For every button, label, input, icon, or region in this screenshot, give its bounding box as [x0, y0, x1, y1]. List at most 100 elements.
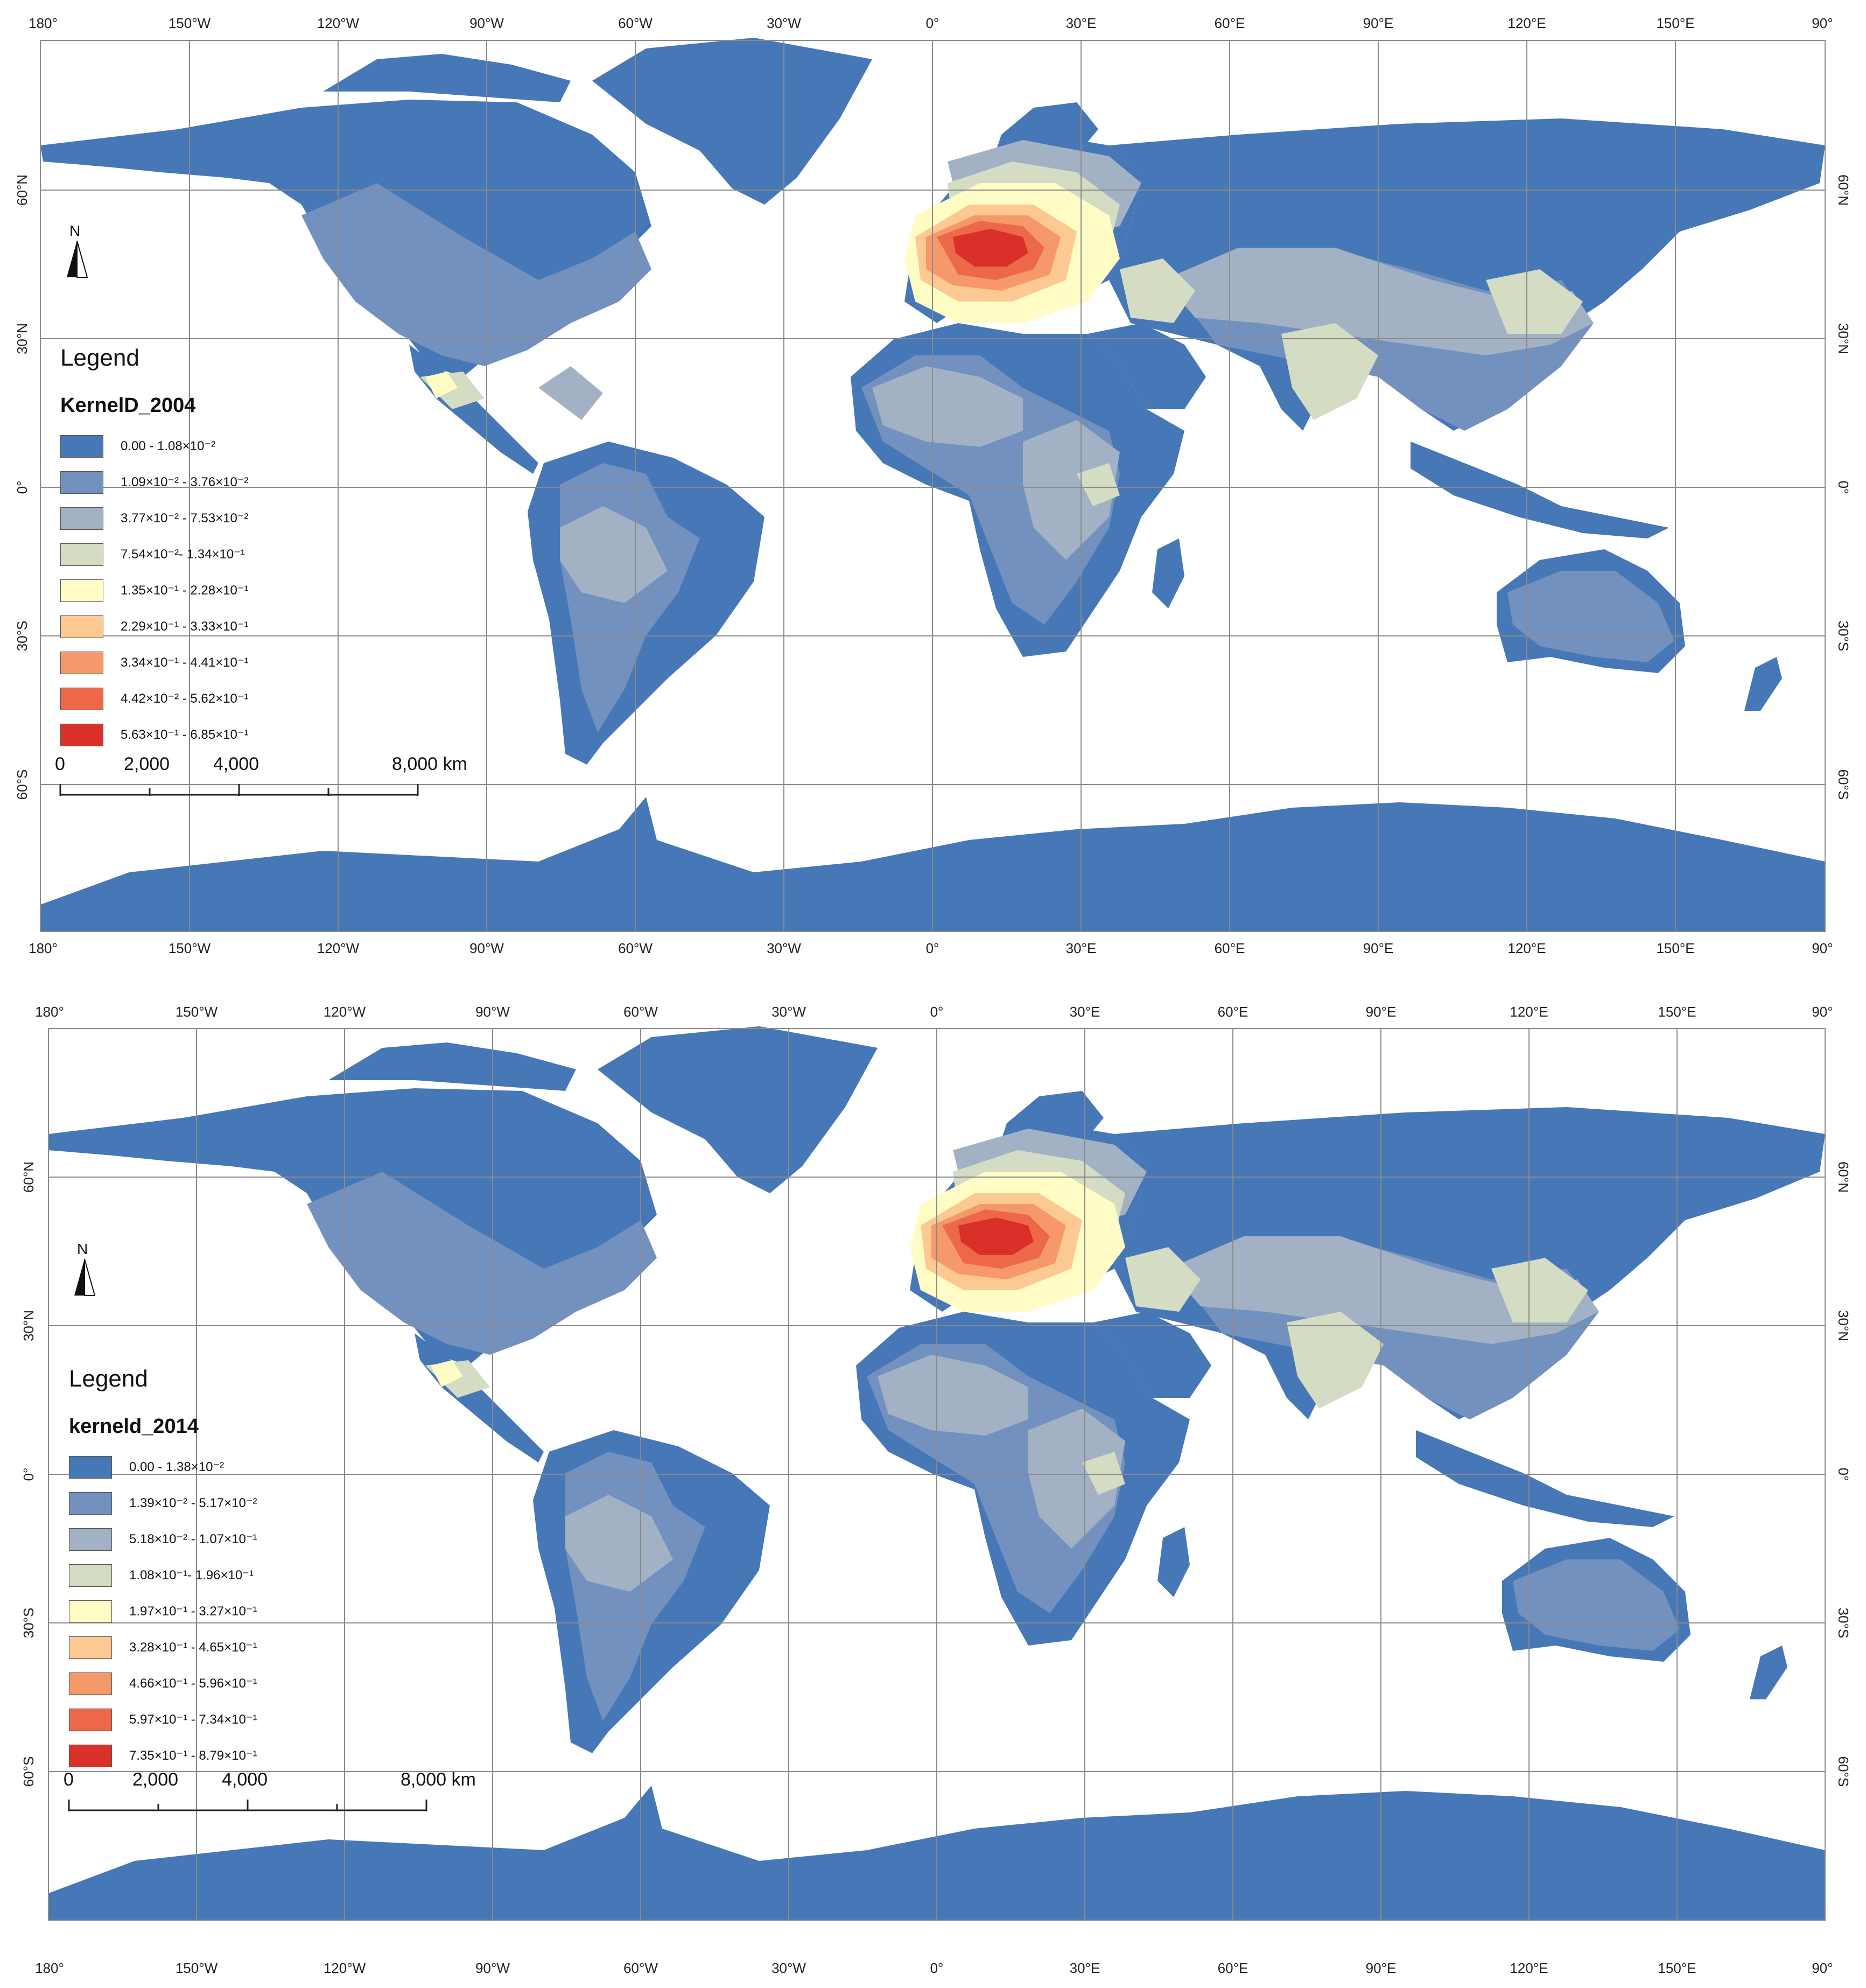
density-class-2: [307, 1172, 657, 1355]
lon-label: 60°W: [618, 15, 653, 31]
density-class-9: [958, 1217, 1034, 1255]
legend-title: Legend: [60, 345, 139, 371]
southeast-asia-islands: [1411, 442, 1669, 538]
lon-label: 60°E: [1218, 1004, 1248, 1020]
legend-range: 1.97×10⁻¹ - 3.27×10⁻¹: [129, 1604, 257, 1619]
legend-range: 5.97×10⁻¹ - 7.34×10⁻¹: [129, 1712, 257, 1727]
legend-swatch: [69, 1456, 112, 1479]
lon-label: 90°: [1812, 940, 1833, 956]
lat-label: 60°N: [1835, 1161, 1851, 1193]
lat-label: 0°: [14, 481, 30, 494]
japan: [1599, 1182, 1664, 1269]
legend-range: 0.00 - 1.08×10⁻²: [121, 439, 216, 453]
lon-label: 150°W: [169, 940, 211, 956]
density-class-3: [538, 366, 603, 420]
lat-label: 30°N: [1835, 323, 1851, 354]
lon-label: 120°E: [1510, 1004, 1548, 1020]
lon-label: 30°E: [1066, 940, 1097, 956]
southeast-asia-islands: [1416, 1430, 1674, 1527]
density-class-3: [560, 506, 668, 603]
lon-label: 180°: [29, 15, 58, 31]
lat-label: 30°S: [1835, 621, 1851, 652]
density-class-3: [1168, 1236, 1599, 1344]
lat-label: 0°: [20, 1468, 37, 1481]
density-layer: [307, 1129, 1680, 1721]
lon-label: 30°E: [1066, 15, 1097, 31]
legend-range: 0.00 - 1.38×10⁻²: [129, 1460, 225, 1474]
legend-range: 1.35×10⁻¹ - 2.28×10⁻¹: [121, 583, 249, 598]
greenland: [592, 38, 872, 205]
lon-label: 150°W: [176, 1960, 218, 1976]
lat-label: 30°S: [14, 621, 30, 652]
legend-range: 7.54×10⁻²- 1.34×10⁻¹: [121, 547, 245, 562]
lon-label: 90°W: [475, 1960, 510, 1976]
scale-bar: 0 2,000 4,000 8,000 km: [62, 1769, 493, 1818]
lat-label: 60°S: [20, 1756, 37, 1787]
legend-swatch: [60, 579, 103, 602]
lon-label: 0°: [930, 1004, 944, 1020]
scale-label: 2,000: [124, 754, 170, 774]
legend-range: 4.66×10⁻¹ - 5.96×10⁻¹: [129, 1676, 257, 1691]
legend-range: 3.34×10⁻¹ - 4.41×10⁻¹: [121, 655, 249, 670]
legend-swatch: [69, 1528, 112, 1551]
madagascar: [1152, 538, 1184, 608]
north-arrow-label: N: [77, 1241, 88, 1257]
legend-swatch: [60, 543, 103, 566]
density-class-2: [301, 183, 651, 366]
density-class-4: [1491, 1258, 1588, 1322]
scale-bar-graphic: [68, 1800, 427, 1811]
scale-label: 8,000 km: [401, 1769, 476, 1790]
lon-label: 180°: [29, 940, 58, 956]
lon-label: 90°W: [475, 1004, 510, 1020]
scale-label: 2,000: [132, 1769, 179, 1790]
legend-swatch: [60, 724, 103, 746]
lon-label: 30°E: [1070, 1960, 1100, 1976]
lat-label: 60°N: [1835, 174, 1851, 206]
latitude-labels-right: 60°N 30°N 0° 30°S 60°S: [1835, 1161, 1851, 1787]
scale-label: 4,000: [213, 754, 259, 774]
arabia: [1088, 323, 1206, 409]
lon-label: 90°W: [469, 15, 504, 31]
lon-label: 150°E: [1658, 1004, 1696, 1020]
density-class-3: [878, 1355, 1028, 1436]
lon-label: 90°: [1812, 1004, 1833, 1020]
legend-range: 1.39×10⁻² - 5.17×10⁻²: [129, 1496, 257, 1510]
longitude-labels: 180° 150°W 120°W 90°W 60°W 30°W 0° 30°E …: [29, 15, 1833, 956]
madagascar: [1158, 1527, 1190, 1597]
lon-label: 90°W: [469, 940, 504, 956]
legend-swatch: [60, 471, 103, 494]
density-class-4: [1082, 1452, 1125, 1495]
density-class-3: [1023, 420, 1120, 560]
lon-label: 0°: [930, 1960, 944, 1976]
scale-label: 0: [64, 1769, 74, 1790]
new-zealand: [1750, 1646, 1787, 1699]
lon-label: 120°W: [317, 15, 360, 31]
lat-label: 60°S: [1835, 769, 1851, 800]
legend-range: 3.77×10⁻² - 7.53×10⁻²: [121, 511, 249, 526]
lon-label: 30°E: [1070, 1004, 1100, 1020]
density-class-3: [1028, 1409, 1125, 1549]
scale-bar-graphic: [59, 784, 419, 796]
lon-label: 120°E: [1510, 1960, 1548, 1976]
legend-range: 1.09×10⁻² - 3.76×10⁻²: [121, 475, 249, 489]
legend-swatch: [60, 615, 103, 638]
legend-swatch: [69, 1709, 112, 1731]
lon-label: 60°W: [618, 940, 653, 956]
density-class-4: [1077, 463, 1120, 506]
legend-range: 5.18×10⁻² - 1.07×10⁻¹: [129, 1532, 257, 1546]
density-class-5: [431, 1360, 463, 1387]
density-class-4: [1287, 1312, 1384, 1409]
layer-name: kerneld_2014: [69, 1415, 199, 1438]
density-class-4: [1281, 323, 1378, 420]
north-arrow-icon: [67, 240, 88, 278]
latitude-labels-right: 60°N 30°N 0° 30°S 60°S: [1835, 174, 1851, 800]
legend: Legend kerneld_2014 0.00 - 1.38×10⁻² 1.3…: [69, 1366, 510, 1775]
north-arrow: N: [64, 222, 90, 283]
north-arrow: N: [71, 1241, 98, 1301]
lon-label: 120°W: [324, 1004, 366, 1020]
legend-swatch: [69, 1745, 112, 1767]
graticule: [40, 40, 1826, 932]
lon-label: 120°W: [317, 940, 360, 956]
density-class-2: [1507, 571, 1674, 662]
lon-label: 30°W: [767, 15, 801, 31]
